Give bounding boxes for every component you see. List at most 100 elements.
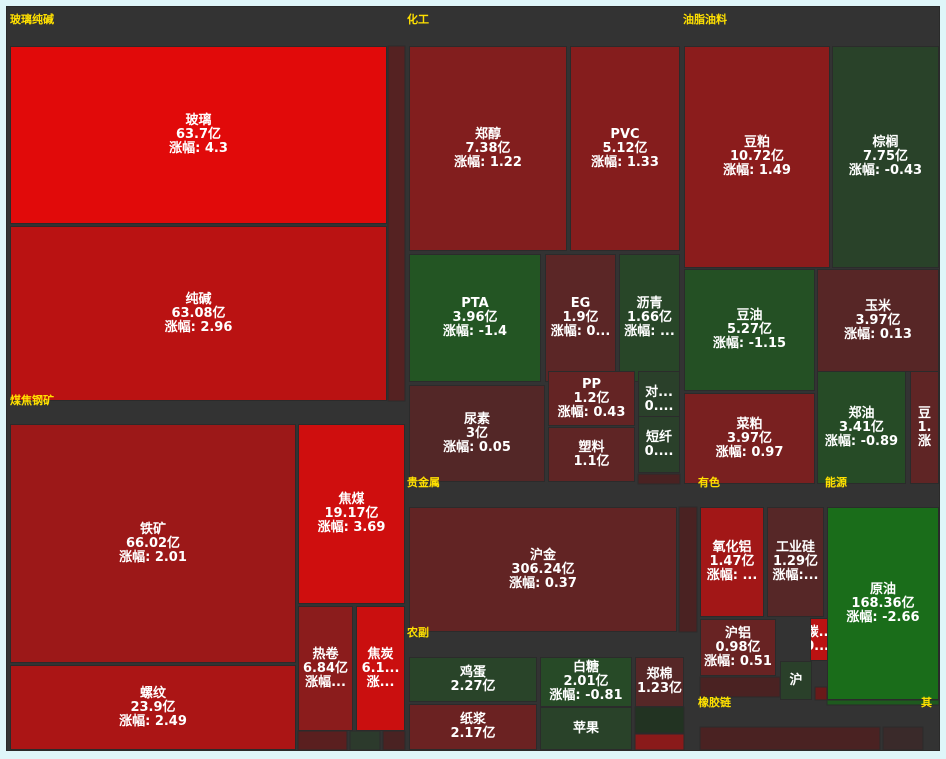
tile-amount: 63.7亿: [175, 127, 222, 142]
tile-name: PVC: [610, 126, 640, 142]
group-label: 油脂油料: [683, 13, 727, 26]
minor-tile: [387, 45, 406, 402]
minor-tile: [882, 726, 924, 751]
tile-change: 涨幅: 2.49: [119, 713, 187, 729]
treemap-tile[interactable]: 郑棉 1.23亿: [635, 657, 684, 707]
tile-name: PP: [581, 376, 602, 392]
minor-tiles-layer: [297, 45, 940, 751]
treemap-tile[interactable]: 原油 168.36亿 涨幅: -2.66: [827, 507, 939, 700]
treemap-tile[interactable]: 白糖 2.01亿 涨幅: -0.81: [540, 657, 632, 707]
treemap-tile[interactable]: 豆粕 10.72亿 涨幅: 1.49: [684, 46, 830, 268]
treemap-tile[interactable]: 热卷 6.84亿 涨幅...: [298, 606, 353, 731]
tile-change: 涨: [917, 433, 931, 449]
tile-amount: 0....: [644, 443, 674, 459]
group-label: 玻璃纯碱: [10, 13, 54, 26]
tile-amount: 3.97亿: [726, 430, 773, 446]
tile-name: 郑醇: [474, 126, 501, 142]
tile-change: 涨幅: 0.05: [443, 439, 511, 455]
tile-change: 涨幅: 2.01: [119, 549, 187, 565]
treemap-tile[interactable]: 纸浆 2.17亿: [409, 704, 537, 750]
treemap-tile[interactable]: 沪金 306.24亿 涨幅: 0.37: [409, 507, 677, 632]
tile-name: 原油: [869, 581, 896, 597]
tile-name: 棕榈: [872, 135, 899, 150]
treemap-tile[interactable]: PP 1.2亿 涨幅: 0.43: [548, 371, 635, 426]
tile-change: 涨幅: -1.4: [442, 324, 508, 339]
tile-amount: 63.08亿: [171, 305, 226, 321]
treemap-tile[interactable]: 沪铝 0.98亿 涨幅: 0.51: [700, 619, 776, 676]
minor-tile: [349, 730, 381, 751]
treemap-tile[interactable]: PVC 5.12亿 涨幅: 1.33: [570, 46, 680, 251]
minor-tile: [699, 726, 881, 751]
treemap-tile[interactable]: 工业硅 1.29亿 涨幅:...: [767, 507, 824, 617]
tile-change: 涨幅: 0.51: [704, 653, 772, 669]
treemap-tile[interactable]: 铁矿 66.02亿 涨幅: 2.01: [10, 424, 296, 663]
tile-name: 短纤: [645, 429, 672, 445]
tile-amount: 2.01亿: [563, 674, 609, 689]
treemap-tile[interactable]: 螺纹 23.9亿 涨幅: 2.49: [10, 665, 296, 750]
treemap-tile[interactable]: 玉米 3.97亿 涨幅: 0.13: [817, 269, 939, 372]
tile-name: 菜粕: [736, 416, 763, 432]
tile-amount: 6.84亿: [302, 660, 349, 676]
treemap-tile[interactable]: 菜粕 3.97亿 涨幅: 0.97: [684, 393, 815, 484]
tile-amount: 0.98亿: [715, 639, 761, 655]
treemap-tile[interactable]: 焦煤 19.17亿 涨幅: 3.69: [298, 424, 405, 604]
minor-tile: [382, 730, 406, 751]
tile-amount: 3.41亿: [838, 419, 885, 435]
treemap-tile[interactable]: 郑醇 7.38亿 涨幅: 1.22: [409, 46, 567, 251]
tile-name: 豆粕: [743, 135, 770, 150]
tile-amount: 1.47亿: [709, 554, 755, 569]
treemap-tile[interactable]: 鸡蛋 2.27亿: [409, 657, 537, 702]
treemap-tile[interactable]: 氧化铝 1.47亿 涨幅: ...: [700, 507, 764, 617]
tile-name: 纸浆: [459, 712, 486, 727]
tile-amount: 7.75亿: [862, 149, 909, 164]
treemap-tile[interactable]: 郑油 3.41亿 涨幅: -0.89: [817, 371, 906, 484]
tile-amount: 1.66亿: [626, 310, 673, 325]
minor-tile: [826, 699, 940, 706]
treemap-tile[interactable]: 棕榈 7.75亿 涨幅: -0.43: [832, 46, 939, 268]
tile-change: 涨幅: -2.66: [846, 609, 920, 625]
treemap-tile[interactable]: 纯碱 63.08亿 涨幅: 2.96: [10, 226, 387, 401]
tile-name: 螺纹: [139, 685, 166, 701]
tile-name: 鸡蛋: [459, 664, 486, 680]
tile-name: 对...: [645, 384, 673, 400]
treemap-tile[interactable]: 苹果: [540, 707, 632, 750]
treemap-tile[interactable]: 尿素 3亿 涨幅: 0.05: [409, 385, 545, 482]
treemap-tile[interactable]: 塑料 1.1亿: [548, 427, 635, 482]
tile-amount: 23.9亿: [130, 699, 176, 715]
tile-name: 工业硅: [775, 540, 815, 555]
tile-amount: 19.17亿: [324, 506, 379, 521]
tile-name: 纯碱: [185, 291, 212, 307]
group-label: 有色: [698, 476, 720, 489]
tile-name: 塑料: [578, 439, 605, 455]
treemap-tile[interactable]: 沪: [780, 661, 812, 700]
tile-change: 涨幅: ...: [706, 568, 758, 583]
tile-amount: 0....: [644, 398, 674, 414]
treemap-tile[interactable]: 玻璃 63.7亿 涨幅: 4.3: [10, 46, 387, 224]
tile-amount: 3亿: [465, 425, 489, 441]
treemap-tile[interactable]: EG 1.9亿 涨幅: 0...: [545, 254, 616, 382]
group-label: 农副: [407, 626, 429, 639]
treemap-tile[interactable]: 豆 1. 涨: [910, 371, 939, 484]
tile-amount: 1.1亿: [573, 453, 610, 469]
tile-change: 涨幅: 4.3: [169, 141, 228, 156]
tile-name: 沪金: [529, 547, 556, 563]
minor-tile: [678, 506, 698, 633]
treemap-tile[interactable]: PTA 3.96亿 涨幅: -1.4: [409, 254, 541, 382]
tile-change: 涨幅: ...: [624, 324, 675, 339]
tile-name: 碳...: [811, 624, 829, 640]
minor-tile: [637, 473, 681, 485]
tile-amount: 2.27亿: [450, 678, 496, 694]
treemap-tile[interactable]: 短纤 0....: [638, 416, 680, 473]
tile-name: 沪: [789, 672, 803, 688]
tile-change: 涨幅: 1.22: [454, 154, 522, 170]
tile-amount: 1.29亿: [772, 554, 819, 569]
tile-name: 铁矿: [139, 521, 166, 537]
tile-amount: 7.38亿: [465, 140, 511, 156]
treemap-tile[interactable]: 焦炭 6.1... 涨...: [356, 606, 405, 731]
tile-name: PTA: [461, 296, 489, 311]
minor-tile: [814, 686, 828, 701]
treemap-tile[interactable]: 沥青 1.66亿 涨幅: ...: [619, 254, 680, 382]
treemap-tile[interactable]: 豆油 5.27亿 涨幅: -1.15: [684, 269, 815, 391]
tile-change: 涨幅: 2.96: [164, 319, 233, 335]
tile-name: 尿素: [463, 411, 490, 427]
